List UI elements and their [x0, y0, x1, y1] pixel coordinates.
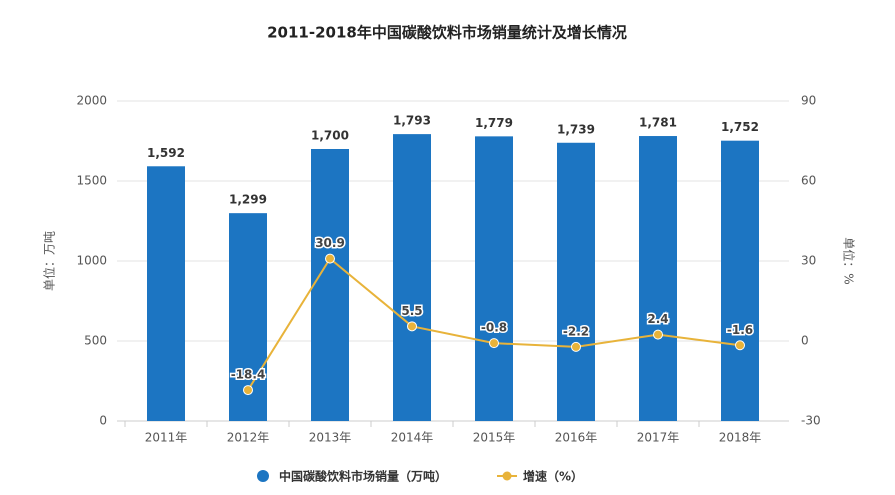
line-value-label: -2.2 — [563, 324, 589, 338]
legend-marker — [502, 471, 512, 481]
x-tick-label: 2018年 — [719, 431, 762, 445]
line-value-label: -1.6 — [727, 323, 753, 337]
y2-tick-label: -30 — [801, 414, 821, 428]
bar-value-label: 1,299 — [229, 193, 267, 207]
y-tick-label: 1000 — [76, 254, 107, 268]
x-tick-label: 2014年 — [391, 431, 434, 445]
x-tick-label: 2015年 — [473, 431, 516, 445]
bar — [557, 142, 595, 421]
line-point — [489, 338, 499, 349]
line-value-label: 2.4 — [647, 312, 668, 326]
bar-value-label: 1,793 — [393, 114, 431, 128]
bar — [639, 136, 677, 422]
line-point — [571, 341, 581, 352]
line-value-label: -0.8 — [481, 321, 507, 335]
line-value-label: 30.9 — [315, 236, 345, 250]
line-point — [325, 253, 335, 264]
bar-value-label: 1,739 — [557, 122, 595, 136]
y2-axis-label: 单位：% — [842, 237, 857, 284]
bar — [475, 136, 513, 422]
y-tick-label: 500 — [84, 334, 107, 348]
line-point — [243, 385, 253, 396]
y-tick-label: 1500 — [76, 174, 107, 188]
bar-value-label: 1,779 — [475, 116, 513, 130]
bar-value-label: 1,752 — [721, 120, 759, 134]
y-tick-label: 0 — [99, 414, 107, 428]
bar — [393, 134, 431, 421]
bar — [147, 166, 185, 421]
legend-marker — [257, 470, 269, 482]
bar — [721, 140, 759, 421]
bar-value-label: 1,781 — [639, 116, 677, 130]
line-value-label: -18.4 — [231, 368, 266, 382]
legend-label: 中国碳酸饮料市场销量（万吨） — [279, 469, 447, 484]
line-point — [407, 321, 417, 332]
line-point — [653, 329, 663, 340]
x-tick-label: 2011年 — [145, 431, 188, 445]
y2-tick-label: 90 — [801, 94, 816, 108]
y2-tick-label: 60 — [801, 174, 816, 188]
x-tick-label: 2013年 — [309, 431, 352, 445]
bar — [311, 149, 349, 421]
bar-value-label: 1,592 — [147, 146, 185, 160]
x-tick-label: 2012年 — [227, 431, 270, 445]
x-tick-label: 2017年 — [637, 431, 680, 445]
x-tick-label: 2016年 — [555, 431, 598, 445]
y2-tick-label: 30 — [801, 254, 816, 268]
bar-value-label: 1,700 — [311, 129, 349, 143]
y-tick-label: 2000 — [76, 94, 107, 108]
legend-label: 增速（%） — [523, 469, 583, 484]
line-value-label: 5.5 — [401, 304, 422, 318]
line-point — [735, 340, 745, 351]
chart-title: 2011-2018年中国碳酸饮料市场销量统计及增长情况 — [267, 24, 627, 42]
y2-tick-label: 0 — [801, 334, 809, 348]
y-axis-label: 单位：万吨 — [42, 231, 57, 291]
